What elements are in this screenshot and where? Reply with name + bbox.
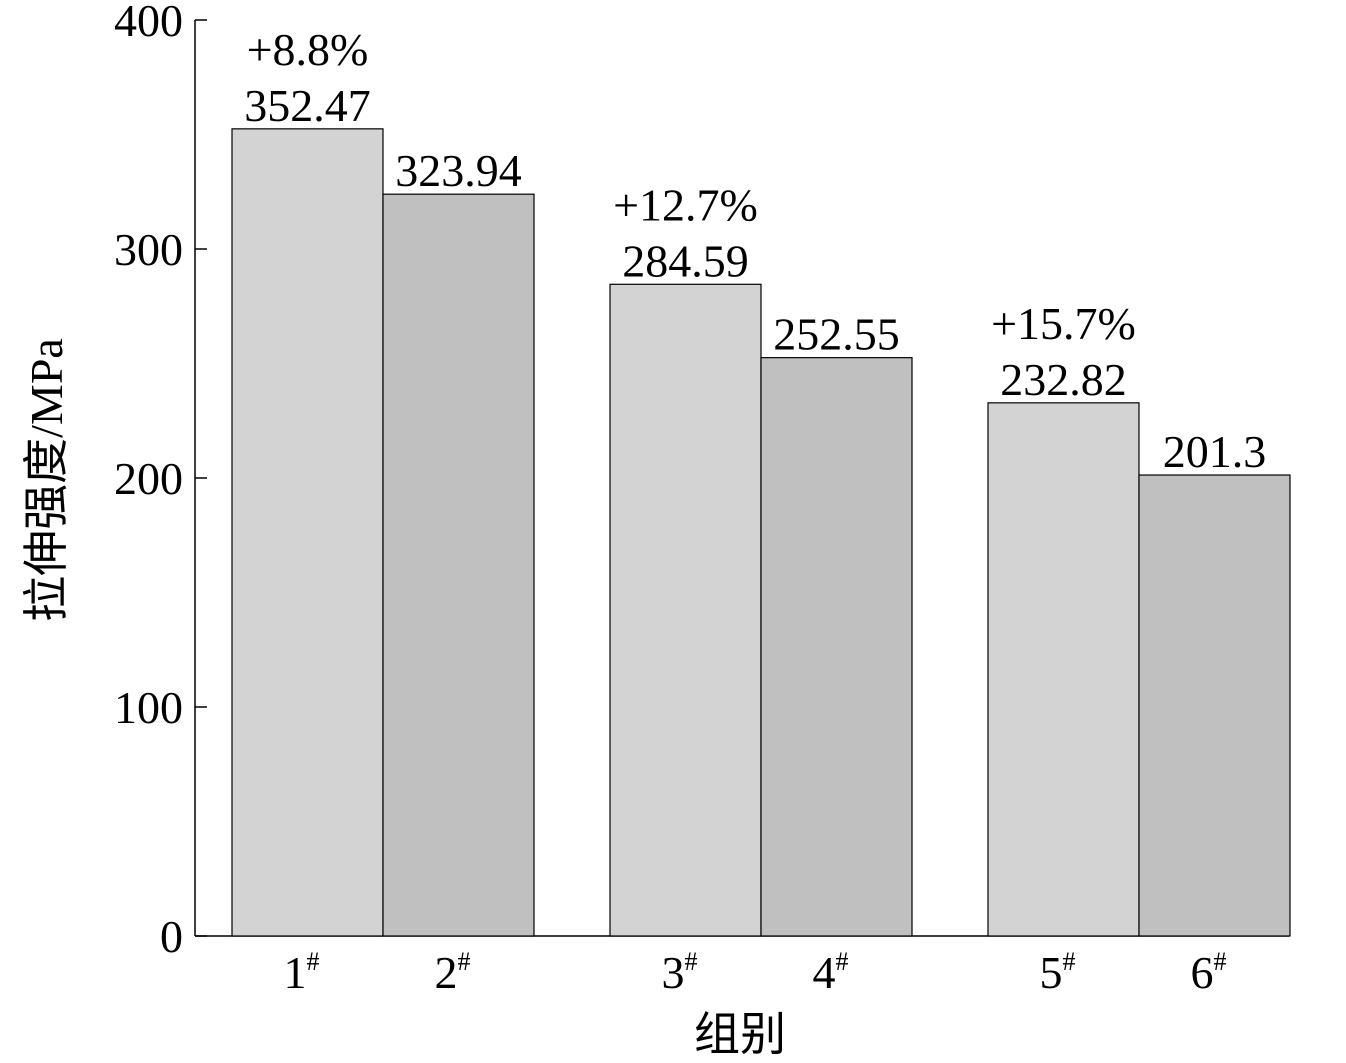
bar [760,357,913,937]
y-tick-label: 300 [114,224,183,275]
value-label: 232.82 [1000,354,1127,405]
x-tick-label: 3# [662,947,698,998]
y-tick-label: 0 [160,911,183,962]
y-tick-label: 400 [114,0,183,46]
x-tick-label: 4# [813,947,849,998]
bar [987,402,1140,937]
y-tick-label: 200 [114,453,183,504]
x-tick-label: 5# [1040,947,1076,998]
x-tick-label: 6# [1191,947,1227,998]
annotation: +8.8% [247,24,369,75]
bar [1138,474,1291,937]
value-label: 252.55 [773,309,900,360]
x-axis-label: 组别 [694,1009,786,1060]
value-label: 201.3 [1163,426,1267,477]
bar [609,283,762,937]
x-tick-label: 1# [284,947,320,998]
bar [231,128,384,937]
value-label: 323.94 [395,145,522,196]
x-tick-label: 2# [435,947,471,998]
bar [382,193,535,937]
y-axis-label: 拉伸强度/MPa [21,338,72,622]
annotation: +12.7% [613,179,758,230]
value-label: 352.47 [244,80,371,131]
value-label: 284.59 [622,235,749,286]
y-tick-label: 100 [114,682,183,733]
annotation: +15.7% [991,298,1136,349]
